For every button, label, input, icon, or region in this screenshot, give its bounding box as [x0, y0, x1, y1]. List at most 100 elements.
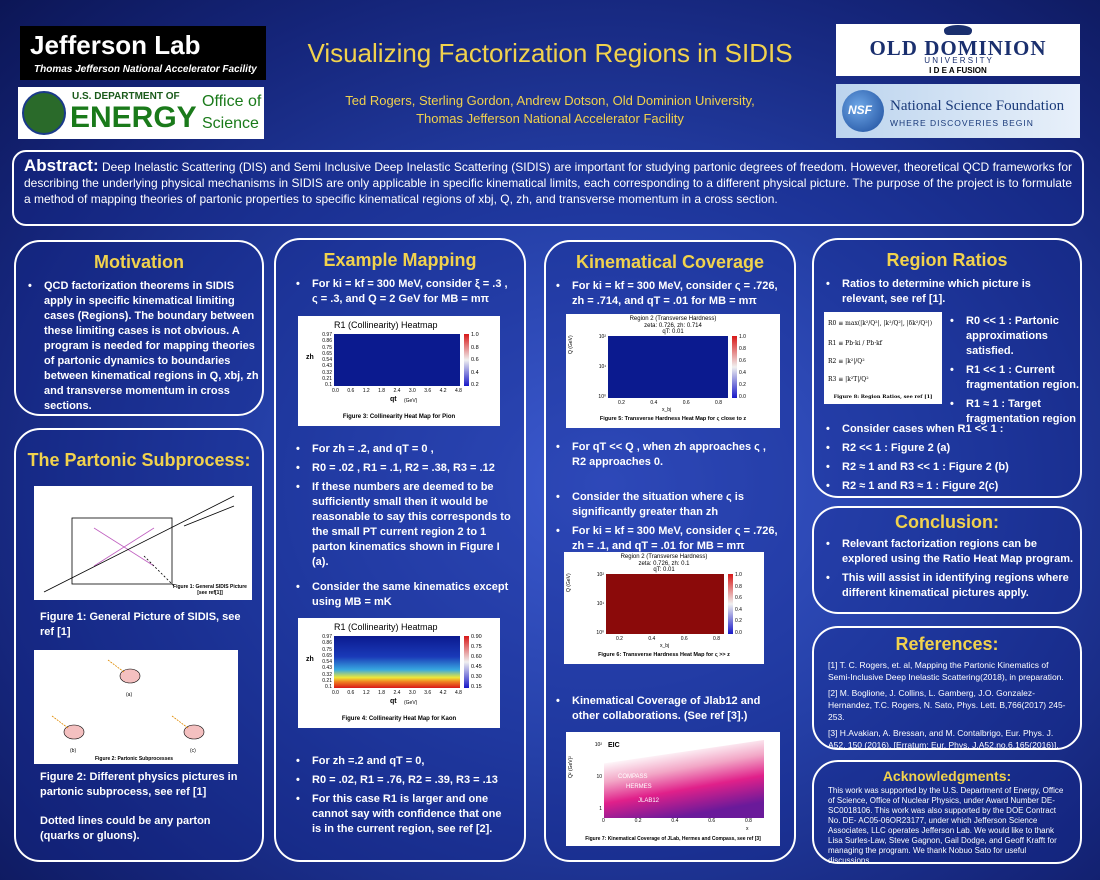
kinematical-bullet-3: Consider the situation where ς is signif… [556, 490, 782, 520]
figure-4-y-tick-7: 0.21 [322, 677, 332, 684]
figure-6-colorbar-tick-4: 0.2 [735, 618, 742, 625]
figure-3-y-tick-6: 0.32 [322, 369, 332, 376]
figure-4: R1 (Collinearity) Heatmap 0.90 0.75 0.60 0.… [298, 618, 500, 728]
nsf-globe-icon [842, 90, 884, 132]
nsf-logo: NSF National Science Foundation WHERE DI… [836, 84, 1080, 138]
figure-6-colorbar-tick-2: 0.6 [735, 595, 742, 602]
authors-line-2: Thomas Jefferson National Accelerator Fa… [416, 111, 684, 126]
figure-7-y-tick-0: 10² [594, 742, 602, 748]
example-bullet-1: For ki = kf = 300 MeV, consider ξ = .3 ,… [296, 277, 516, 307]
jlab-logo-sub: Thomas Jefferson National Accelerator Fa… [34, 64, 257, 75]
figure-4-colorbar-tick-3: 0.45 [471, 664, 482, 670]
figure-2-label-a: (a) [126, 692, 133, 698]
figure-3-x-tick-6: 3.6 [424, 388, 432, 394]
poster-title: Visualizing Factorization Regions in SID… [307, 38, 793, 68]
figure-4-ylabel: zh [306, 656, 314, 663]
figure-5-colorbar-tick-1: 0.8 [739, 346, 746, 352]
figure-4-x-tick-6: 3.6 [424, 690, 432, 696]
figure-7-xlabel: x [746, 826, 749, 832]
figure-5-title-1: Region 2 (Transverse Hardness) [629, 316, 717, 322]
figure-7-x-tick-1: 0.2 [634, 818, 642, 824]
figure-3-x-tick-0: 0.0 [332, 388, 339, 394]
figure-5-colorbar-tick-2: 0.6 [739, 358, 746, 364]
region-ratios-panel: Region Ratios Ratios to determine which … [812, 238, 1082, 498]
figure-8: R0 ≡ max(|k²/Q²|, |k²/Q²|, |δk²/Q²|) R1 … [824, 312, 942, 404]
figure-3-y-tick-3: 0.65 [322, 350, 332, 357]
figure-7-label-eic: EIC [608, 742, 620, 749]
figure-3-caption: Figure 3: Collinearity Heat Map for Pion [342, 414, 456, 420]
figure-4-colorbar-tick-5: 0.15 [471, 684, 482, 690]
figure-4-colorbar-tick-1: 0.75 [471, 644, 482, 650]
figure-3-x-tick-4: 2.4 [393, 388, 401, 394]
figure-4-y-tick-6: 0.32 [322, 671, 332, 678]
figure-3-title: R1 (Collinearity) Heatmap [334, 320, 438, 330]
figure-3-y-tick-5: 0.43 [322, 363, 332, 370]
ratios-case-3: R2 ≈ 1 and R3 << 1 : Figure 2 (b) [826, 460, 1072, 475]
ratios-sub-1: R0 << 1 : Partonic approximations satisf… [950, 314, 1090, 359]
figure-4-y-tick-8: 0.1 [325, 684, 332, 690]
figure-3-y-tick-7: 0.21 [322, 375, 332, 382]
odu-logo-tag: I D E A FUSION [929, 66, 987, 75]
figure-3-colorbar-tick-0: 1.0 [471, 332, 479, 338]
figure-5-colorbar-tick-3: 0.4 [739, 370, 746, 376]
doe-logo: U.S. DEPARTMENT OF ENERGY Office of Scie… [18, 87, 264, 139]
partonic-note: Dotted lines could be any parton (quarks… [40, 815, 211, 842]
figure-6-colorbar-tick-3: 0.4 [735, 606, 742, 613]
conclusion-bullet-1: Relevant factorization regions can be ex… [826, 537, 1074, 567]
doe-seal-icon [22, 91, 66, 135]
figure-4-xunit: (GeV) [404, 700, 418, 706]
figure-5-caption: Figure 5: Transverse Hardness Heat Map f… [599, 416, 747, 422]
figure-3-ylabel: zh [306, 354, 314, 361]
figure-3-y-tick-1: 0.86 [322, 338, 332, 345]
example-title: Example Mapping [323, 250, 477, 270]
figure-4-y-tick-0: 0.97 [322, 634, 332, 640]
figure-7-x-tick-4: 0.8 [745, 818, 752, 824]
figure-5-colorbar-tick-5: 0.0 [739, 394, 746, 400]
partonic-diagrams [51, 659, 205, 740]
figure-4-y-tick-4: 0.54 [322, 659, 332, 665]
example-bullet-8: For this case R1 is larger and one canno… [296, 792, 512, 837]
figure-4-colorbar-tick-2: 0.60 [471, 654, 482, 660]
figure-5-y-tick-2: 10⁰ [598, 394, 606, 400]
figure-3-xlabel: qt [390, 396, 397, 403]
sidis-diagram [43, 495, 235, 593]
figure-6-caption: Figure 6: Transverse Hardness Heat Map f… [598, 652, 730, 658]
figure-4-x-tick-1: 0.6 [347, 690, 355, 696]
figure-4-x-tick-8: 4.8 [455, 690, 462, 696]
figure-5-x-tick-0: 0.2 [618, 400, 625, 406]
figure-4-y-tick-1: 0.86 [322, 640, 332, 647]
figure-1-caption: Figure 1: General SIDIS Picture [see ref… [173, 584, 247, 596]
figure-6-colorbar-tick-1: 0.8 [735, 583, 742, 590]
ratios-case-2: R2 << 1 : Figure 2 (a) [826, 441, 1072, 456]
conclusion-panel: Conclusion: Relevant factorization regio… [812, 506, 1082, 614]
poster-authors: Ted Rogers, Sterling Gordon, Andrew Dots… [300, 92, 800, 128]
crown-icon [944, 25, 972, 35]
figure-3-x-tick-1: 0.6 [347, 388, 355, 394]
odu-logo: OLD DOMINION U N I V E R S I T Y I D E A… [836, 24, 1080, 76]
figure-3-heatmap [334, 334, 460, 386]
figure-6-colorbar-tick-0: 1.0 [735, 572, 742, 578]
doe-logo-office2: Science [202, 115, 259, 132]
figure-4-xlabel: qt [390, 698, 397, 705]
acknowledgments-panel: Acknowledgments: This work was supported… [812, 760, 1082, 865]
figure-5: Region 2 (Transverse Hardness) zeta: 0.7… [566, 314, 780, 428]
figure-3-x-tick-3: 1.8 [378, 388, 386, 394]
figure-5-title-2: zeta: 0.726, zh: 0.714 [644, 323, 702, 329]
figure-7-y-tick-1: 10 [596, 774, 602, 780]
doe-logo-office1: Office of [202, 93, 262, 110]
figure-4-colorbar [464, 636, 469, 688]
figure-5-y-tick-1: 10¹ [598, 364, 606, 370]
figure-5-colorbar-tick-4: 0.2 [739, 382, 746, 388]
example-bullet-3: R0 = .02 , R1 = .1, R2 = .38, R3 = .12 [296, 461, 512, 476]
kinematical-title: Kinematical Coverage [575, 252, 765, 272]
figure-3-x-tick-7: 4.2 [439, 388, 447, 394]
figure-4-x-tick-0: 0.0 [332, 690, 339, 696]
figure-6-y-tick-0: 10² [596, 572, 604, 578]
figure-4-x-tick-7: 4.2 [439, 690, 447, 696]
reference-1: [1] T. C. Rogers, et. al, Mapping the Pa… [828, 660, 1064, 682]
figure-1: Figure 1: General SIDIS Picture [see ref… [34, 486, 252, 600]
figure-4-y-tick-5: 0.43 [322, 665, 332, 672]
figure-5-x-tick-2: 0.6 [682, 400, 690, 406]
kinematical-bullet-5: Kinematical Coverage of Jlab12 and other… [556, 694, 782, 724]
figure-4-caption: Figure 4: Collinearity Heat Map for Kaon [341, 716, 457, 722]
